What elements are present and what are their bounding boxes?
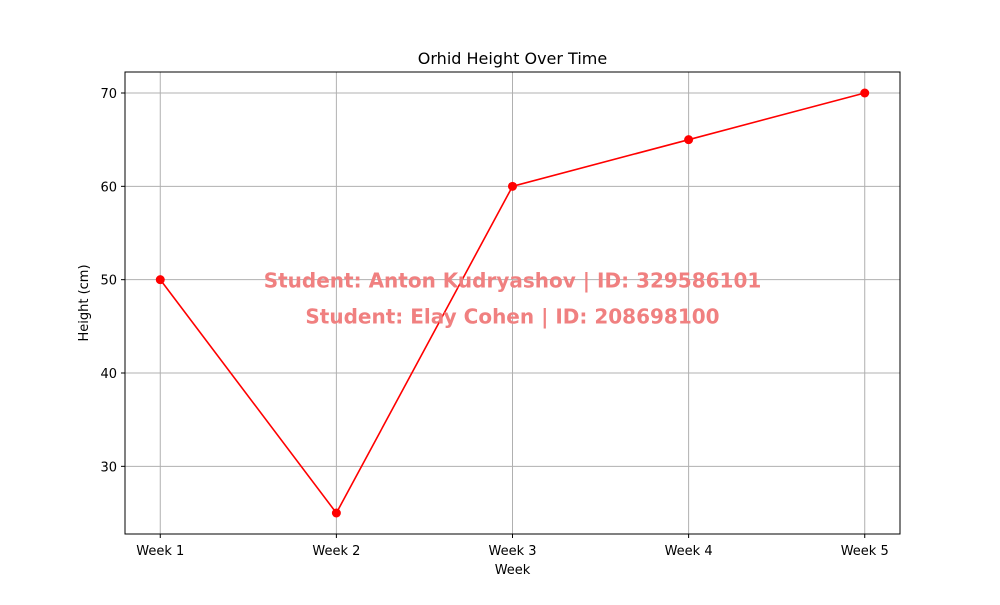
data-point <box>860 88 870 98</box>
annotation-student-1: Student: Anton Kudryashov | ID: 32958610… <box>264 269 762 293</box>
x-tick-label: Week 4 <box>665 544 713 559</box>
y-tick-label: 40 <box>100 367 117 382</box>
data-point <box>684 135 694 145</box>
x-tick-label: Week 3 <box>488 544 536 559</box>
y-tick-label: 30 <box>100 460 117 475</box>
data-point <box>331 508 341 518</box>
y-tick-label: 60 <box>100 180 117 195</box>
x-tick-label: Week 2 <box>312 544 360 559</box>
x-tick-label: Week 1 <box>136 544 184 559</box>
y-tick-label: 50 <box>100 274 117 289</box>
chart-title: Orhid Height Over Time <box>418 49 607 68</box>
data-point <box>508 181 517 191</box>
chart-text: Orhid Height Over Time Week Height (cm) … <box>77 49 761 578</box>
y-tick-label: 70 <box>100 87 117 102</box>
annotation-student-2: Student: Elay Cohen | ID: 208698100 <box>305 305 719 329</box>
grid <box>125 72 900 534</box>
data-series <box>155 88 870 518</box>
y-axis-label: Height (cm) <box>77 264 92 341</box>
data-point <box>155 275 165 285</box>
x-tick-label: Week 5 <box>841 544 889 559</box>
x-axis-label: Week <box>495 563 531 578</box>
axis-ticks: Week 1 Week 2 Week 3 Week 4 Week 5 30 40 50 60 70 <box>100 87 888 559</box>
